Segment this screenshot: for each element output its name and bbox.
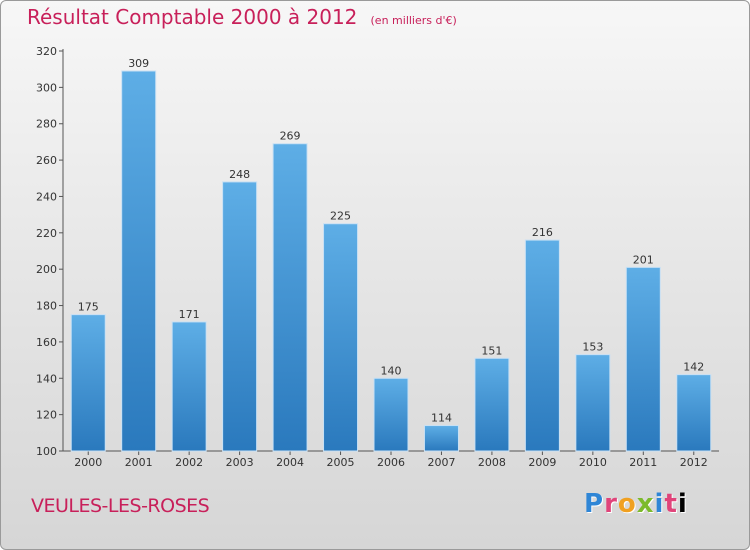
x-tick-label: 2005 <box>327 456 355 469</box>
bar-value-label: 269 <box>280 130 301 143</box>
commune-name: VEULES-LES-ROSES <box>31 495 210 517</box>
chart-title: Résultat Comptable 2000 à 2012 <box>27 5 358 29</box>
title-row: Résultat Comptable 2000 à 2012 (en milli… <box>27 5 457 29</box>
chart-subtitle: (en milliers d'€) <box>370 14 457 27</box>
logo-letter: i <box>677 489 688 519</box>
bar <box>474 357 510 452</box>
logo-letter: P <box>584 489 605 519</box>
bar <box>171 321 207 452</box>
x-tick-label: 2008 <box>478 456 506 469</box>
x-tick-label: 2010 <box>579 456 607 469</box>
logo-letter: r <box>604 489 618 519</box>
bar-value-label: 225 <box>330 210 351 223</box>
bar-value-label: 153 <box>582 341 603 354</box>
bar <box>272 143 308 452</box>
bar <box>222 181 258 452</box>
bar <box>575 354 611 452</box>
y-tick-label: 180 <box>36 300 57 313</box>
y-tick-label: 160 <box>36 336 57 349</box>
bar-value-label: 151 <box>481 344 502 357</box>
logo-letter: t <box>664 489 678 519</box>
y-tick-label: 280 <box>36 118 57 131</box>
bar-value-label: 216 <box>532 226 553 239</box>
bar <box>423 425 459 452</box>
y-tick-label: 320 <box>36 45 57 58</box>
y-tick-label: 220 <box>36 227 57 240</box>
x-axis: 2000 2001 2002 2003 2004 2005 2006 2007 2008 2009… <box>63 450 719 469</box>
x-tick-label: 2012 <box>680 456 708 469</box>
x-tick-label: 2000 <box>74 456 102 469</box>
y-axis: 100 120 140 160 180 200 220 240 260 280 300 320 <box>36 45 64 458</box>
bar-value-label: 175 <box>78 301 99 314</box>
bar <box>121 70 157 452</box>
y-tick-label: 100 <box>36 445 57 458</box>
bar <box>625 266 661 452</box>
bar-value-label: 171 <box>179 308 200 321</box>
x-tick-label: 2003 <box>226 456 254 469</box>
logo-letter: o <box>617 489 637 519</box>
y-tick-label: 260 <box>36 154 57 167</box>
bar <box>524 239 560 452</box>
x-tick-label: 2009 <box>528 456 556 469</box>
bar-value-label: 201 <box>633 253 654 266</box>
logo-letter: i <box>654 489 665 519</box>
bars <box>70 70 712 452</box>
bar <box>676 374 712 452</box>
y-tick-label: 120 <box>36 409 57 422</box>
y-tick-label: 140 <box>36 372 57 385</box>
x-tick-label: 2007 <box>427 456 455 469</box>
y-tick-label: 300 <box>36 81 57 94</box>
bar-value-label: 309 <box>128 57 149 70</box>
x-tick-label: 2001 <box>125 456 153 469</box>
bar-value-label: 248 <box>229 168 250 181</box>
logo-letter: x <box>636 489 655 519</box>
bar <box>373 377 409 452</box>
y-tick-label: 200 <box>36 263 57 276</box>
bar-value-label: 140 <box>381 364 402 377</box>
bar <box>323 223 359 452</box>
bar <box>70 314 106 452</box>
x-tick-label: 2002 <box>175 456 203 469</box>
x-tick-label: 2004 <box>276 456 304 469</box>
x-tick-label: 2011 <box>629 456 657 469</box>
y-tick-label: 240 <box>36 190 57 203</box>
value-labels: 175 309 171 248 269 225 140 114 151 216 153 201 142 <box>78 57 705 425</box>
bar-value-label: 114 <box>431 412 452 425</box>
bar-value-label: 142 <box>683 361 704 374</box>
proxiti-logo: Proxiti <box>584 489 688 519</box>
x-tick-label: 2006 <box>377 456 405 469</box>
